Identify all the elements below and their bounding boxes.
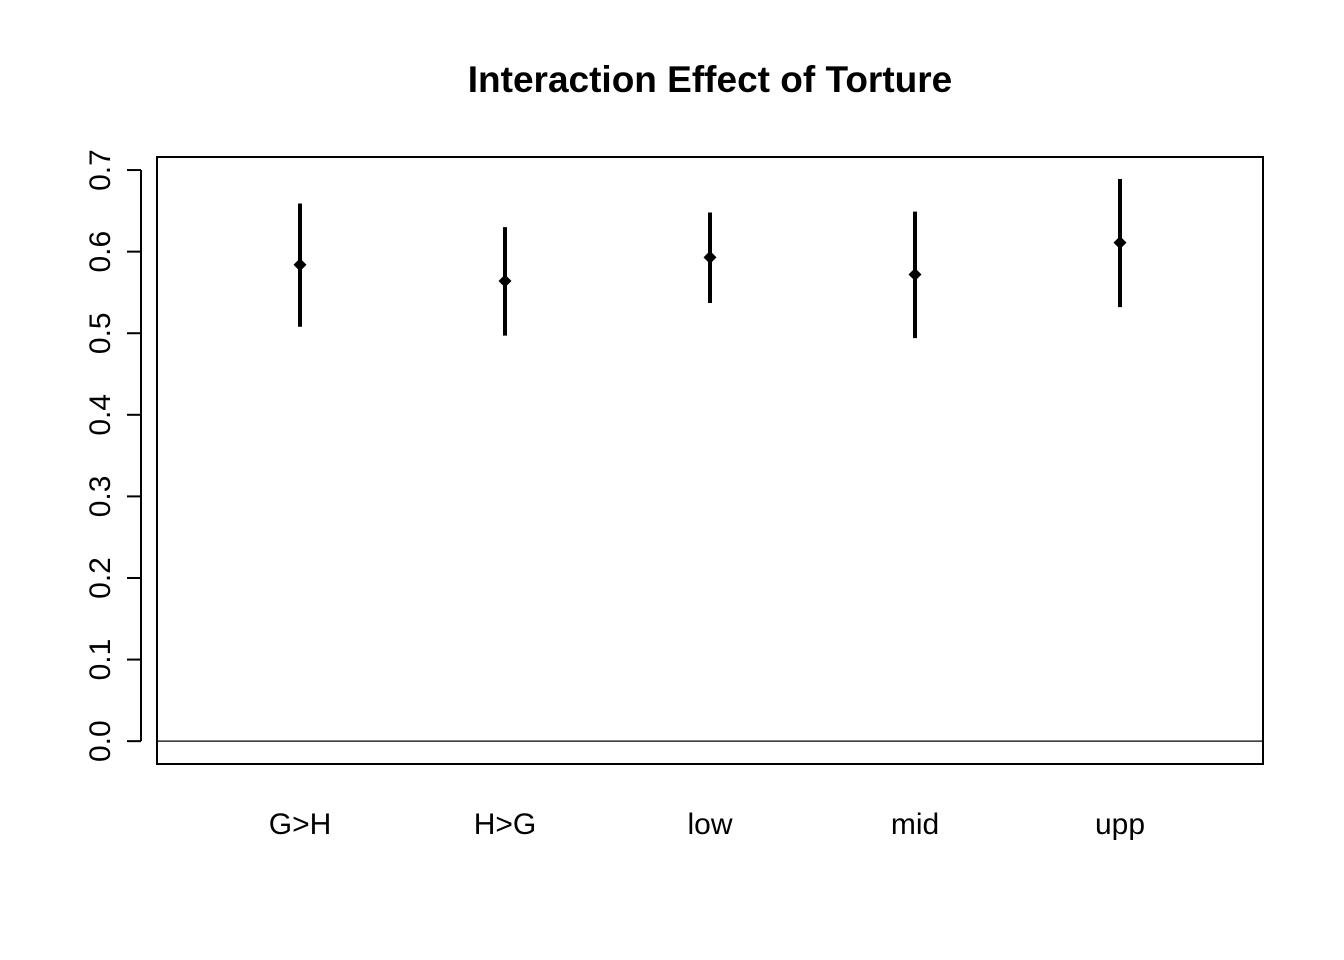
point-estimate bbox=[703, 250, 717, 264]
x-tick-label: G>H bbox=[269, 808, 332, 841]
y-tick-label: 0.4 bbox=[84, 394, 117, 436]
y-axis: 0.0 0.1 0.2 0.3 0.4 0.5 0.6 0.7 bbox=[84, 149, 142, 762]
point-estimate bbox=[498, 274, 512, 288]
y-tick-label: 0.3 bbox=[84, 476, 117, 518]
x-tick-label: mid bbox=[891, 808, 939, 841]
point-estimate bbox=[293, 258, 307, 272]
x-tick-label: upp bbox=[1095, 808, 1145, 841]
point-estimate bbox=[1113, 236, 1127, 250]
y-tick-label: 0.6 bbox=[84, 231, 117, 273]
x-axis-labels: G>H H>G low mid upp bbox=[269, 808, 1145, 841]
y-tick-label: 0.2 bbox=[84, 557, 117, 599]
y-tick-label: 0.1 bbox=[84, 639, 117, 681]
y-tick-label: 0.0 bbox=[84, 720, 117, 762]
data-marks bbox=[293, 179, 1127, 339]
chart-title: Interaction Effect of Torture bbox=[468, 59, 952, 100]
y-tick-label: 0.7 bbox=[84, 149, 117, 191]
y-tick-label: 0.5 bbox=[84, 312, 117, 354]
x-tick-label: low bbox=[687, 808, 732, 841]
point-estimate bbox=[908, 267, 922, 281]
x-tick-label: H>G bbox=[474, 808, 537, 841]
plot-frame bbox=[156, 156, 1264, 765]
